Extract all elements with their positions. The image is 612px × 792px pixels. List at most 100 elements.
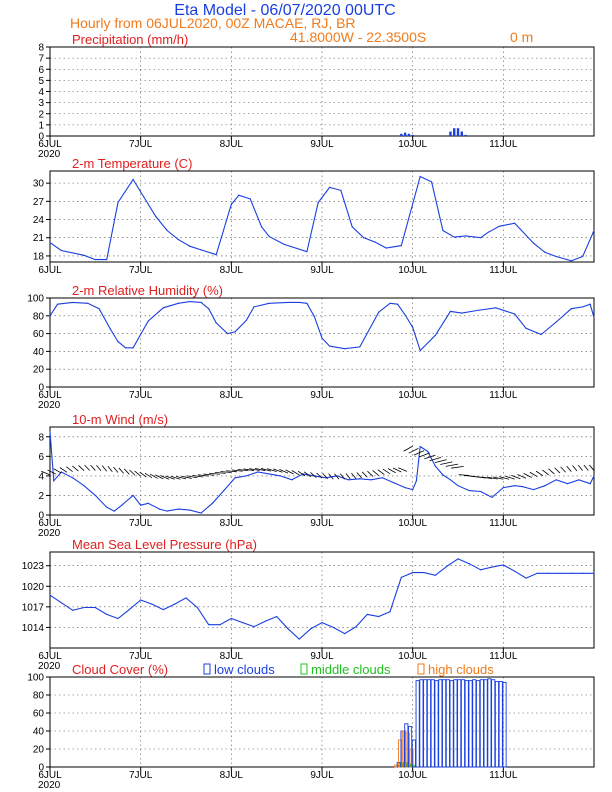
wind-vector	[517, 474, 527, 479]
wind-xtick-label: 7JUL	[129, 518, 153, 529]
rh-point	[582, 306, 584, 308]
temp-xtick-label: 8JUL	[220, 265, 244, 276]
rh-point	[434, 334, 436, 336]
mslp-point	[310, 628, 312, 630]
chart-title: Eta Model - 06/07/2020 00UTC	[174, 2, 395, 19]
rh-point	[419, 349, 421, 352]
wind-point	[419, 445, 421, 448]
wind-vector	[144, 472, 153, 479]
temp-point	[419, 175, 421, 178]
wind-vector	[197, 474, 209, 477]
mslp-point	[106, 613, 108, 616]
wind-vector	[113, 466, 119, 473]
mslp-point	[196, 606, 198, 609]
wind-point	[132, 494, 134, 497]
precip-xtick-label: 8JUL	[220, 139, 244, 150]
mslp-point	[548, 572, 550, 574]
wind-vector	[351, 472, 357, 479]
temp-point	[570, 260, 572, 262]
wind-vector	[322, 473, 328, 480]
mslp-point	[446, 565, 448, 568]
wind-vector	[41, 470, 51, 476]
wind-vector	[334, 473, 340, 480]
cloud-ytick-label: 60	[33, 709, 45, 720]
temp-ytick-label: 27	[33, 197, 45, 208]
cloud-ytick-label: 20	[33, 745, 45, 756]
wind-vector	[535, 470, 544, 477]
wind-point	[245, 475, 248, 477]
low-cloud-bar	[468, 680, 473, 768]
precip-bar	[460, 131, 463, 136]
temp-point	[177, 238, 180, 241]
temp-point	[283, 243, 285, 246]
rh-point	[570, 308, 572, 310]
wind-ytick-label: 4	[38, 471, 44, 482]
rh-point	[378, 311, 380, 313]
precip-xtick-label: 11JUL	[489, 139, 518, 150]
temp-point	[582, 255, 584, 258]
wind-vector	[220, 471, 232, 473]
wind-vector	[285, 469, 294, 475]
temp-point	[351, 226, 353, 228]
wind-vector	[165, 475, 175, 480]
rh-point	[514, 313, 516, 315]
location-coords: 41.8000W - 22.3500S	[290, 29, 426, 45]
temp-point	[189, 245, 191, 247]
wind-vector	[451, 465, 464, 469]
low-cloud-bar	[498, 681, 503, 768]
rh-point	[98, 308, 100, 310]
wind-point	[502, 487, 504, 489]
wind-point	[49, 431, 51, 433]
wind-point	[412, 488, 414, 491]
precip-xtick-label: 9JUL	[310, 139, 334, 150]
wind-vector	[186, 475, 198, 479]
wind-vector	[408, 447, 419, 454]
precip-ytick-label: 2	[38, 109, 44, 120]
precip-title: Precipitation (mm/h)	[72, 32, 188, 47]
wind-point	[521, 486, 523, 488]
wind-point	[370, 479, 372, 481]
temp-point	[306, 251, 308, 253]
wind-vector	[139, 471, 147, 478]
rh-point	[525, 327, 527, 329]
temp-xtick-label: 10JUL	[398, 265, 427, 276]
precip-xtick-label: 10JUL	[398, 139, 427, 150]
mslp-point	[298, 638, 300, 640]
mslp-point	[162, 609, 164, 611]
wind-vector	[59, 467, 68, 473]
wind-vector	[118, 467, 124, 474]
temp-point	[249, 198, 251, 200]
chart-subtitle: Hourly from 06JUL2020, 00Z MACAE, RJ, BR	[70, 15, 356, 31]
rh-point	[404, 314, 406, 316]
wind-point	[53, 480, 55, 482]
low-cloud-bar	[487, 678, 492, 768]
mslp-xtick-label: 10JUL	[398, 651, 427, 662]
wind-vector	[175, 475, 187, 480]
wind-point	[147, 502, 149, 504]
rh-point	[226, 333, 229, 335]
rh-point	[268, 302, 270, 304]
wind-point	[532, 488, 535, 491]
wind-xtick-label: 6JUL	[38, 518, 62, 529]
rh-ytick-label: 100	[27, 294, 44, 305]
wind-vector	[84, 464, 90, 471]
temp-xtick-label: 9JUL	[310, 265, 334, 276]
precip-bar	[456, 128, 460, 136]
wind-point	[381, 477, 384, 479]
mslp-point	[94, 606, 96, 609]
low-cloud-bar	[426, 679, 432, 768]
wind-point	[578, 479, 580, 481]
temp-ytick-label: 24	[33, 215, 45, 226]
low-cloud-bar	[494, 681, 500, 768]
temp-point	[132, 178, 134, 181]
middle-clouds-legend-label: middle clouds	[311, 662, 391, 677]
wind-vector	[398, 467, 408, 472]
temp-point	[544, 251, 546, 253]
rh-point	[313, 316, 316, 318]
wind-vector	[249, 468, 260, 471]
temp-point	[268, 235, 270, 238]
wind-point	[166, 510, 168, 512]
rh-point	[56, 303, 59, 305]
mslp-point	[491, 566, 493, 568]
rh-point	[215, 322, 217, 324]
